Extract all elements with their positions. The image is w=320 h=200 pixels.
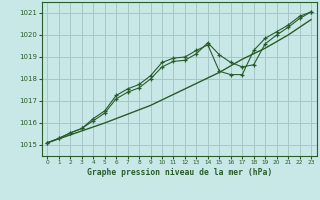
X-axis label: Graphe pression niveau de la mer (hPa): Graphe pression niveau de la mer (hPa) [87, 168, 272, 177]
